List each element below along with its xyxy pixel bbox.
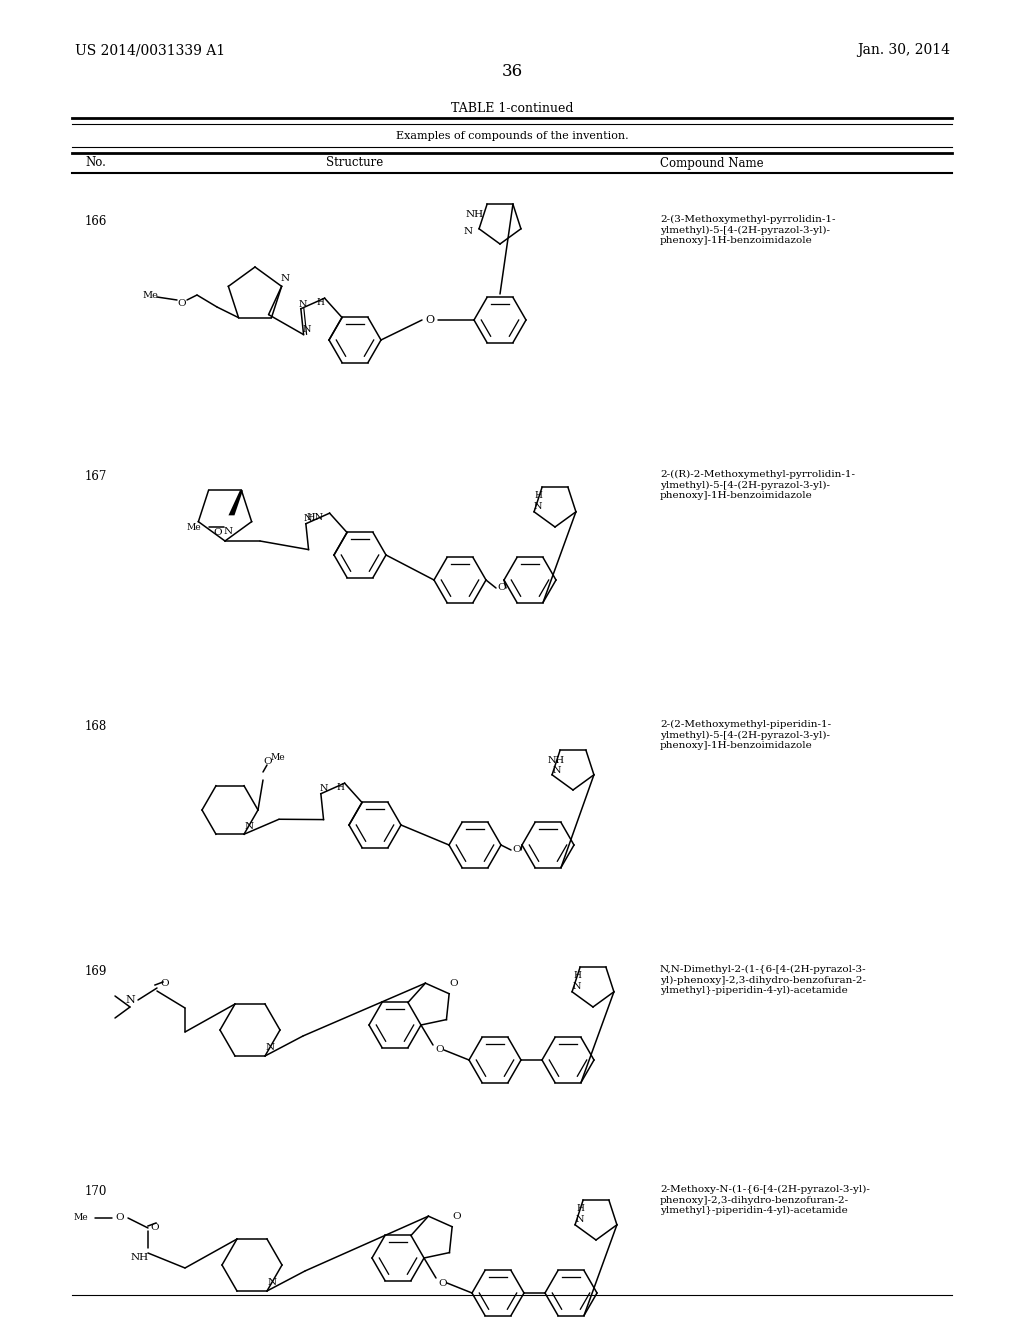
- Text: HN: HN: [306, 512, 324, 521]
- Text: N: N: [223, 527, 232, 536]
- Text: NH: NH: [131, 1253, 150, 1262]
- Text: O: O: [213, 528, 222, 537]
- Text: O: O: [513, 846, 521, 854]
- Text: N: N: [572, 982, 582, 991]
- Text: 36: 36: [502, 63, 522, 81]
- Text: N: N: [267, 1279, 276, 1287]
- Text: H: H: [535, 491, 542, 500]
- Text: O: O: [498, 583, 506, 593]
- Text: O: O: [116, 1213, 124, 1222]
- Text: US 2014/0031339 A1: US 2014/0031339 A1: [75, 44, 225, 57]
- Text: N: N: [575, 1216, 585, 1224]
- Text: N: N: [319, 784, 328, 793]
- Text: N: N: [125, 995, 135, 1005]
- Polygon shape: [228, 490, 243, 515]
- Text: Examples of compounds of the invention.: Examples of compounds of the invention.: [395, 131, 629, 141]
- Text: N: N: [245, 822, 254, 830]
- Text: 168: 168: [85, 719, 108, 733]
- Text: N: N: [281, 273, 289, 282]
- Text: NH: NH: [466, 210, 484, 219]
- Text: N,N-Dimethyl-2-(1-{6-[4-(2H-pyrazol-3-
yl)-phenoxy]-2,3-dihydro-benzofuran-2-
yl: N,N-Dimethyl-2-(1-{6-[4-(2H-pyrazol-3- y…: [660, 965, 866, 995]
- Text: 169: 169: [85, 965, 108, 978]
- Text: H: H: [573, 970, 581, 979]
- Text: N: N: [534, 503, 543, 511]
- Text: N: N: [265, 1044, 274, 1052]
- Text: O: O: [151, 1224, 160, 1233]
- Text: 167: 167: [85, 470, 108, 483]
- Text: N: N: [303, 515, 312, 523]
- Text: O: O: [438, 1279, 447, 1287]
- Text: NH: NH: [548, 756, 564, 764]
- Text: O: O: [161, 978, 169, 987]
- Text: Me: Me: [74, 1213, 88, 1222]
- Text: N: N: [464, 227, 473, 236]
- Text: Compound Name: Compound Name: [660, 157, 764, 169]
- Text: O: O: [450, 979, 459, 989]
- Text: O: O: [435, 1045, 444, 1055]
- Text: Me: Me: [186, 523, 202, 532]
- Text: H: H: [577, 1204, 584, 1213]
- Text: H: H: [316, 298, 325, 306]
- Text: Me: Me: [142, 290, 158, 300]
- Text: N: N: [299, 300, 307, 309]
- Text: Structure: Structure: [327, 157, 384, 169]
- Text: N: N: [553, 767, 561, 775]
- Text: Jan. 30, 2014: Jan. 30, 2014: [857, 44, 950, 57]
- Text: O: O: [425, 315, 434, 325]
- Text: O: O: [264, 758, 272, 767]
- Text: 2-((R)-2-Methoxymethyl-pyrrolidin-1-
ylmethyl)-5-[4-(2H-pyrazol-3-yl)-
phenoxy]-: 2-((R)-2-Methoxymethyl-pyrrolidin-1- ylm…: [660, 470, 855, 500]
- Text: TABLE 1-continued: TABLE 1-continued: [451, 102, 573, 115]
- Text: H: H: [337, 783, 344, 792]
- Text: No.: No.: [85, 157, 105, 169]
- Text: O: O: [453, 1212, 462, 1221]
- Text: 2-(2-Methoxymethyl-piperidin-1-
ylmethyl)-5-[4-(2H-pyrazol-3-yl)-
phenoxy]-1H-be: 2-(2-Methoxymethyl-piperidin-1- ylmethyl…: [660, 719, 831, 750]
- Text: O: O: [178, 298, 186, 308]
- Text: N: N: [302, 325, 311, 334]
- Text: 166: 166: [85, 215, 108, 228]
- Text: 170: 170: [85, 1185, 108, 1199]
- Text: 2-Methoxy-N-(1-{6-[4-(2H-pyrazol-3-yl)-
phenoxy]-2,3-dihydro-benzofuran-2-
ylmet: 2-Methoxy-N-(1-{6-[4-(2H-pyrazol-3-yl)- …: [660, 1185, 869, 1216]
- Text: 2-(3-Methoxymethyl-pyrrolidin-1-
ylmethyl)-5-[4-(2H-pyrazol-3-yl)-
phenoxy]-1H-b: 2-(3-Methoxymethyl-pyrrolidin-1- ylmethy…: [660, 215, 836, 246]
- Text: Me: Me: [270, 752, 286, 762]
